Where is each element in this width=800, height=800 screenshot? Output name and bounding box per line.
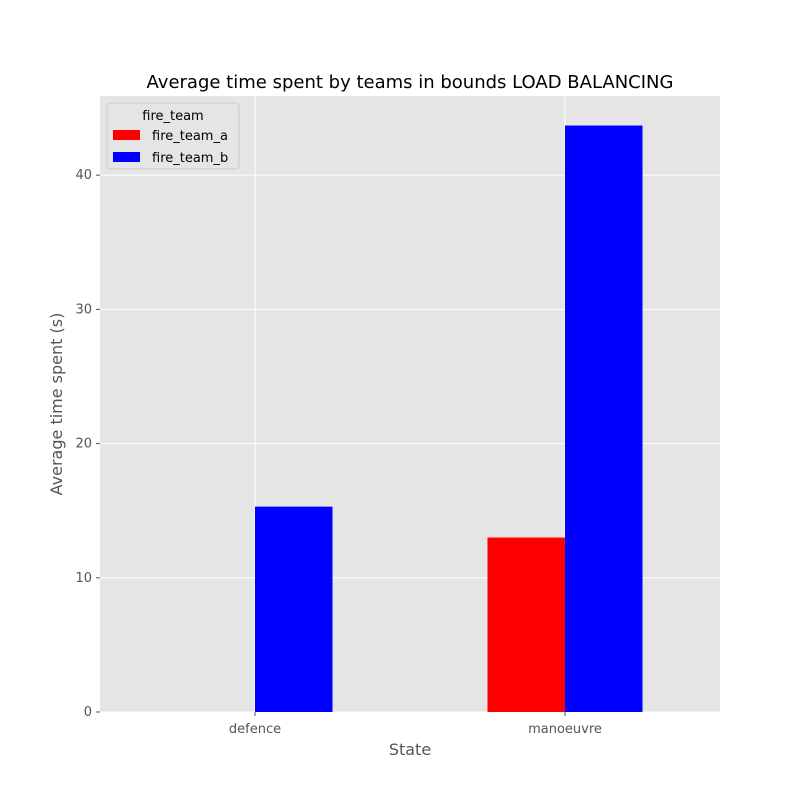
legend-label-fire_team_a: fire_team_a (152, 129, 228, 144)
y-tick-label: 10 (75, 571, 92, 586)
legend-title: fire_team (142, 109, 203, 124)
bar-fire_team_b-defence (255, 506, 333, 712)
legend-items: fire_team_a fire_team_b (113, 129, 228, 166)
legend-label-fire_team_b: fire_team_b (152, 151, 228, 166)
legend-swatch-fire_team_b (113, 152, 140, 162)
x-axis-label: State (389, 740, 431, 759)
legend-swatch-fire_team_a (113, 130, 140, 140)
chart-title: Average time spent by teams in bounds LO… (147, 72, 674, 93)
y-axis-label: Average time spent (s) (47, 313, 66, 496)
y-tick-label: 30 (75, 302, 92, 317)
y-axis-ticks: 0 10 20 30 40 (75, 168, 100, 720)
y-tick-label: 40 (75, 168, 92, 183)
bars (255, 125, 643, 713)
x-tick-label: defence (229, 722, 281, 737)
y-tick-label: 20 (75, 437, 92, 452)
bar-fire_team_a-manoeuvre (487, 537, 565, 712)
legend: fire_team fire_team_a fire_team_b (106, 102, 240, 170)
x-tick-label: manoeuvre (528, 722, 602, 737)
x-axis-ticks: defence manoeuvre (229, 712, 602, 737)
y-tick-label: 0 (84, 705, 92, 720)
bar-fire_team_b-manoeuvre (565, 125, 643, 713)
